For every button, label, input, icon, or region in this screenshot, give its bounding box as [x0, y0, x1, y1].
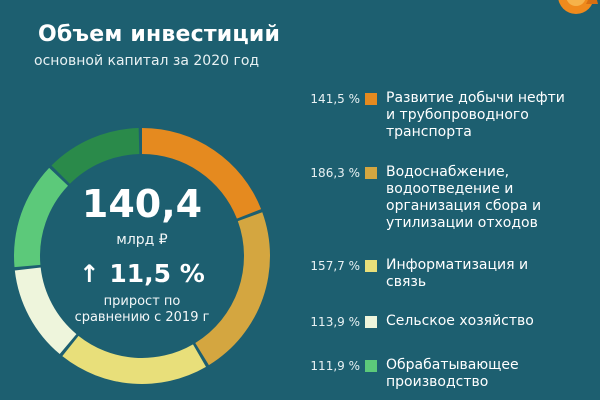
growth-note: прирост по сравнению с 2019 г: [75, 294, 210, 326]
legend-label: Развитие добычи нефти и трубопроводного …: [386, 90, 586, 141]
segment-manufacturing: [14, 167, 69, 268]
donut-chart: 140,4 млрд ₽ ↑ 11,5 % прирост по сравнен…: [6, 120, 278, 392]
legend-label-line: и трубопроводного: [386, 107, 529, 123]
legend-percent: 157,7 %: [310, 259, 360, 273]
legend-percent: 141,5 %: [310, 92, 360, 106]
legend-swatch: [365, 316, 377, 328]
legend-label-line: Обрабатывающее: [386, 357, 519, 373]
legend-label-line: производство: [386, 374, 489, 390]
segment-other: [51, 128, 140, 184]
total-value: 140,4: [81, 182, 203, 226]
logo-icon: [558, 0, 598, 14]
legend-swatch: [365, 93, 377, 105]
legend-label-line: Развитие добычи нефти: [386, 90, 565, 106]
growth-value-row: ↑ 11,5 %: [79, 259, 205, 289]
growth-note-line1: прирост по: [103, 294, 181, 309]
donut-svg: [14, 128, 271, 384]
legend-label-line: организация сбора и: [386, 198, 542, 214]
legend-swatch: [365, 167, 377, 179]
page-subtitle: основной капитал за 2020 год: [34, 53, 260, 69]
legend-label: Обрабатывающее производство: [386, 357, 586, 391]
legend-swatch: [365, 360, 377, 372]
legend-label-line: Водоснабжение,: [386, 164, 510, 180]
legend-label-line: Информатизация и: [386, 257, 529, 273]
legend-label-line: утилизации отходов: [386, 215, 538, 231]
legend-swatch: [365, 260, 377, 272]
segment-agriculture: [14, 267, 77, 355]
legend-label: Информатизация и связь: [386, 257, 586, 291]
segment-it: [62, 335, 206, 384]
legend-label-line: водоотведение и: [386, 181, 514, 197]
page-title: Объем инвестиций: [38, 22, 281, 47]
legend-percent: 186,3 %: [310, 166, 360, 180]
legend-label: Водоснабжение, водоотведение и организац…: [386, 164, 586, 232]
legend: 141,5 % Развитие добычи нефти и трубопро…: [300, 0, 600, 400]
segment-water: [195, 212, 271, 366]
arrow-up-icon: ↑: [79, 260, 100, 288]
legend-label: Сельское хозяйство: [386, 313, 586, 330]
legend-label-line: Сельское хозяйство: [386, 313, 534, 329]
legend-percent: 111,9 %: [310, 359, 360, 373]
legend-percent: 113,9 %: [310, 315, 360, 329]
legend-label-line: транспорта: [386, 124, 472, 140]
total-unit: млрд ₽: [116, 232, 168, 248]
donut-center: 140,4 млрд ₽ ↑ 11,5 % прирост по сравнен…: [6, 120, 278, 392]
segment-oil: [142, 128, 262, 219]
growth-value: 11,5 %: [109, 259, 205, 288]
growth-note-line2: сравнению с 2019 г: [74, 310, 210, 325]
legend-label-line: связь: [386, 274, 427, 290]
